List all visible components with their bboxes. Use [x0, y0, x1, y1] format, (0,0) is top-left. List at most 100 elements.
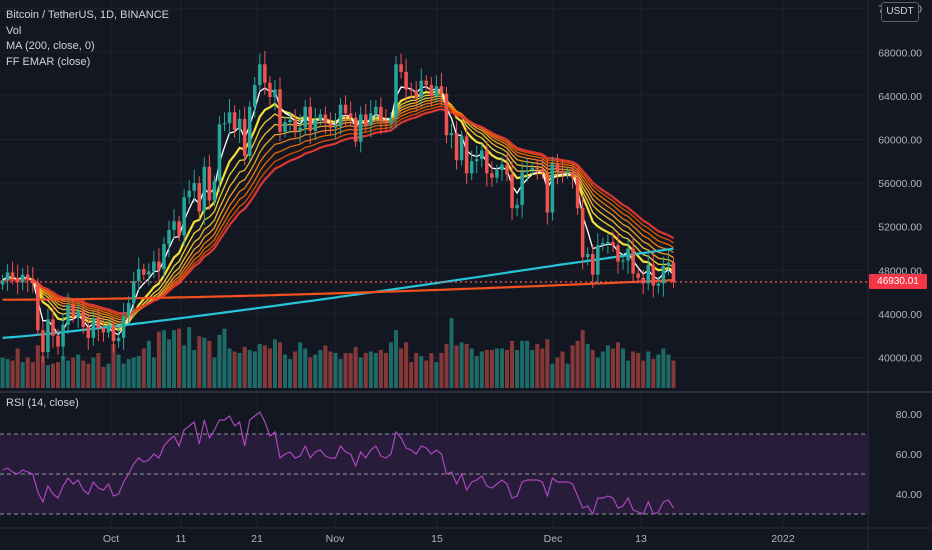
rsi-legend[interactable]: RSI (14, close) [6, 397, 79, 409]
candle-body [414, 90, 418, 99]
volume-bar [192, 349, 197, 388]
candle-body [671, 262, 676, 283]
volume-bar [237, 353, 242, 388]
volume-bar [177, 328, 182, 388]
volume-bar [232, 351, 237, 388]
candle-body [182, 197, 186, 236]
candle-body [258, 64, 262, 86]
candle-body [459, 136, 464, 161]
legend-ema[interactable]: FF EMAR (close) [6, 55, 91, 68]
volume-bar [580, 330, 585, 388]
volume-bar [40, 356, 45, 388]
volume-bar [671, 360, 676, 388]
moving-average-lines [2, 86, 674, 339]
candle-body [328, 123, 333, 128]
volume-bar [207, 340, 212, 388]
price-tick-label: 60000.00 [878, 135, 922, 147]
candle-body [348, 113, 353, 118]
candle-body [36, 283, 40, 331]
volume-bar [388, 342, 393, 388]
candle-body [570, 172, 575, 178]
candle-body [152, 261, 156, 272]
volume-bar [116, 354, 121, 388]
candle-body [343, 104, 348, 114]
volume-bar [136, 356, 141, 388]
candle-body [580, 208, 585, 258]
volume-bar [35, 345, 40, 388]
volume-bar [151, 357, 156, 388]
volume-bar [76, 354, 81, 388]
candle-body [31, 279, 35, 284]
candle-body [590, 253, 595, 275]
volume-bar [555, 357, 560, 388]
volume-bars [0, 318, 676, 388]
candle-body [278, 89, 282, 132]
candle-body [606, 241, 610, 244]
currency-button[interactable]: USDT [881, 2, 919, 22]
volume-bar [504, 349, 510, 388]
volume-bar [217, 334, 222, 388]
candle-body [20, 274, 25, 283]
candle-body [313, 119, 318, 131]
volume-bar [86, 363, 91, 388]
candle-body [444, 93, 449, 136]
candle-body [575, 177, 580, 209]
candle-body [15, 277, 20, 283]
candle-body [242, 118, 247, 156]
volume-bar [272, 339, 277, 388]
volume-bar [156, 331, 161, 388]
candle-body [495, 170, 499, 178]
volume-bar [182, 345, 187, 388]
rsi-tick-label: 40.00 [896, 489, 922, 501]
price-tick-label: 48000.00 [878, 265, 922, 277]
candle-body [338, 104, 343, 127]
candle-body [374, 106, 378, 114]
legend-volume[interactable]: Vol [6, 24, 22, 37]
volume-bar [81, 360, 86, 388]
last-price-tag: 46930.01 [869, 274, 927, 290]
candle-body [61, 324, 65, 347]
time-tick-label: 11 [176, 533, 187, 545]
volume-bar [378, 349, 383, 388]
volume-bar [454, 345, 459, 388]
volume-bar [459, 342, 464, 388]
volume-bar [283, 354, 288, 388]
candle-body [293, 119, 297, 131]
volume-bar [560, 351, 565, 388]
candle-body [399, 64, 403, 72]
candle-body [565, 172, 570, 174]
candle-body [111, 324, 116, 342]
candle-body [298, 127, 302, 131]
legend-symbol[interactable]: Bitcoin / TetherUS, 1D, BINANCE [6, 9, 170, 21]
price-tick-label: 68000.00 [878, 47, 922, 59]
candle-body [369, 113, 373, 126]
candle-body [409, 89, 413, 91]
volume-bar [615, 342, 621, 388]
candle-body [474, 159, 479, 162]
candle-body [404, 71, 408, 90]
volume-bar [399, 348, 404, 388]
volume-bar [288, 359, 293, 388]
volume-bar [439, 353, 444, 388]
volume-bar [393, 330, 399, 388]
volume-bar [434, 362, 439, 388]
volume-bar [636, 353, 641, 388]
volume-bar [318, 349, 323, 388]
volume-bar [449, 318, 454, 388]
volume-bar [383, 353, 388, 388]
candle-body [651, 264, 656, 286]
volume-bar [641, 360, 646, 388]
volume-bar [30, 362, 35, 388]
candle-body [167, 229, 171, 245]
candle-body [283, 122, 287, 132]
rsi-pane [0, 411, 868, 516]
candle-body [5, 272, 10, 281]
legend-ma[interactable]: MA (200, close, 0) [6, 40, 95, 52]
candle-body [530, 167, 534, 171]
candle-body [247, 106, 252, 156]
volume-bar [333, 353, 338, 388]
rsi-tick-label: 60.00 [896, 449, 922, 461]
time-tick-label: 21 [251, 533, 263, 545]
candle-body [535, 167, 540, 169]
